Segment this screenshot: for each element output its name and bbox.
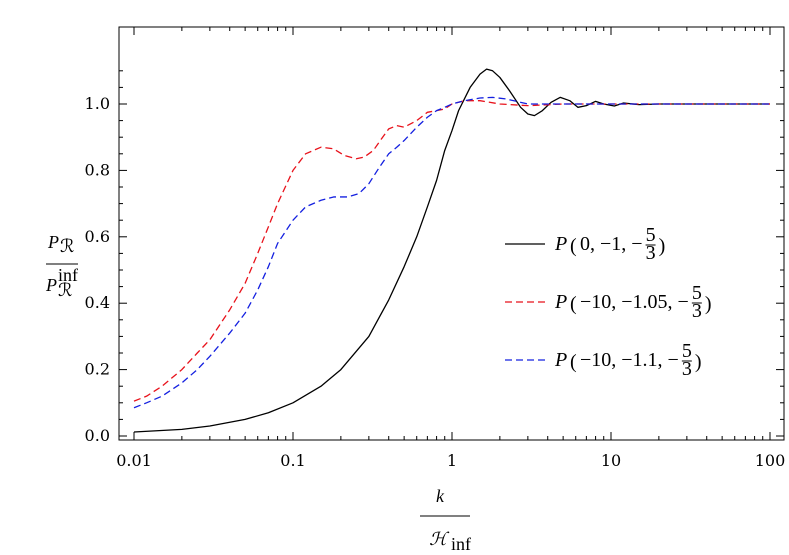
legend-frac-numerator: 5 [646, 224, 656, 246]
y-tick-label: 1.0 [85, 94, 110, 113]
series-line-2 [133, 100, 770, 402]
y-axis-label-numerator-sub: ℛ [60, 236, 74, 256]
legend-func-letter: P [554, 291, 567, 313]
legend-frac-numerator: 5 [692, 282, 702, 304]
legend-open-paren: ( [570, 235, 577, 257]
legend-frac-denominator: 3 [646, 242, 656, 264]
x-tick-label: 10 [601, 451, 621, 470]
legend-frac-denominator: 3 [682, 358, 692, 380]
y-axis-label-numerator: P [47, 232, 59, 252]
y-tick-label: 0.2 [85, 360, 110, 379]
y-axis-label-denominator-sup: inf [58, 265, 78, 285]
x-tick-label: 0.01 [116, 451, 152, 470]
legend-func-letter: P [554, 349, 567, 371]
y-axis-label-denominator: P [45, 275, 57, 295]
legend-open-paren: ( [570, 351, 577, 373]
legend-open-paren: ( [570, 293, 577, 315]
y-tick-label: 0.8 [85, 160, 110, 179]
x-axis-label-denominator: ℋ [429, 529, 450, 549]
x-tick-label: 100 [755, 451, 786, 470]
legend-args: −10, −1.05, − [580, 291, 689, 313]
legend-args: 0, −1, − [580, 233, 643, 255]
legend-args: −10, −1.1, − [580, 349, 679, 371]
x-tick-label: 0.1 [280, 451, 305, 470]
legend-frac-denominator: 3 [692, 300, 702, 322]
axis-ticks: 0.01 0.1 1 10 100 0.0 0.2 0.4 0.6 0.8 1.0 [85, 27, 786, 470]
y-axis-label: P ℛ P ℛ inf [45, 232, 78, 300]
legend: P(0, −1, −53)P(−10, −1.05, −53)P(−10, −1… [505, 224, 712, 380]
y-axis-label-denominator-sub: ℛ [58, 280, 72, 300]
legend-entry-3: P(−10, −1.1, −53) [554, 340, 702, 380]
legend-close-paren: ) [695, 351, 702, 373]
y-tick-label: 0.4 [85, 293, 110, 312]
legend-close-paren: ) [705, 293, 712, 315]
legend-close-paren: ) [659, 235, 666, 257]
x-axis-label-numerator: k [436, 486, 445, 506]
legend-func-letter: P [554, 233, 567, 255]
legend-entry-1: P(0, −1, −53) [554, 224, 665, 264]
y-tick-label: 0.6 [85, 227, 110, 246]
legend-frac-numerator: 5 [682, 340, 692, 362]
x-tick-label: 1 [447, 451, 457, 470]
series-lines [133, 68, 770, 433]
x-axis-label: k ℋ inf [420, 486, 471, 554]
y-tick-label: 0.0 [85, 426, 110, 445]
legend-entry-2: P(−10, −1.05, −53) [554, 282, 712, 322]
x-axis-label-denominator-sub: inf [451, 534, 471, 554]
series-line-1 [133, 68, 770, 433]
